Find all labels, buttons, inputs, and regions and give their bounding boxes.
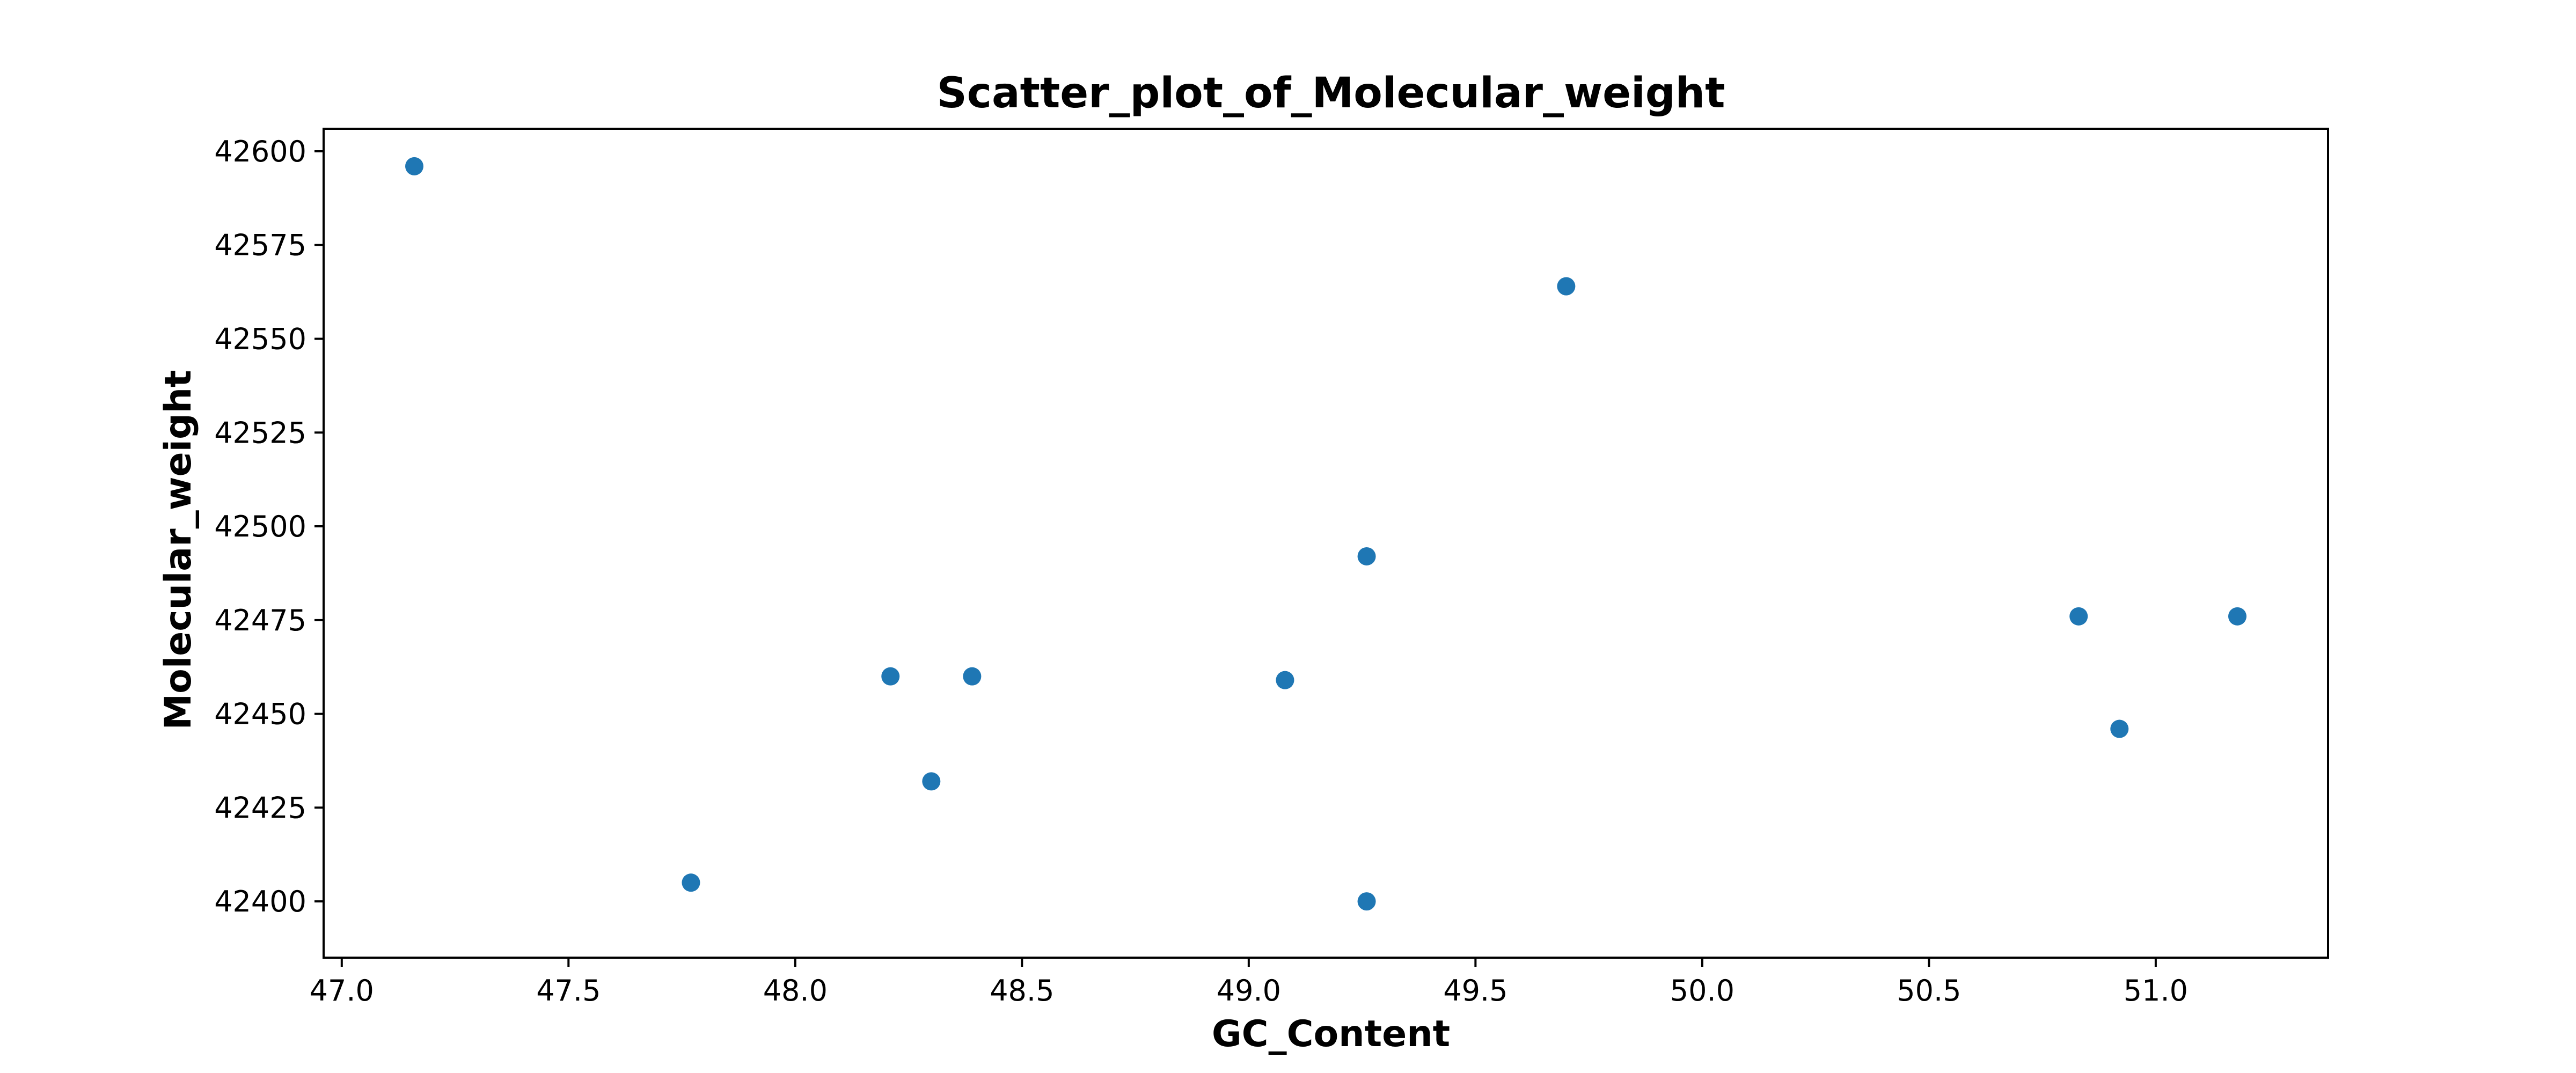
y-axis: 42400 42425 42450 42475 42500 42525 42550 42575… xyxy=(214,135,324,918)
x-tick-label: 47.0 xyxy=(310,974,374,1008)
data-point xyxy=(1557,277,1576,296)
x-tick-label: 47.5 xyxy=(536,974,601,1008)
y-axis-label: Molecular_weight xyxy=(157,370,200,730)
data-points xyxy=(405,157,2246,911)
y-tick-label: 42550 xyxy=(214,322,306,356)
chart-title: Scatter_plot_of_Molecular_weight xyxy=(937,69,1725,117)
y-tick-label: 42500 xyxy=(214,510,306,543)
data-point xyxy=(682,873,700,892)
x-tick-label: 51.0 xyxy=(2124,974,2188,1008)
data-point xyxy=(963,667,982,686)
data-point xyxy=(881,667,900,686)
x-tick-label: 49.0 xyxy=(1217,974,1281,1008)
y-tick-label: 42525 xyxy=(214,416,306,450)
x-tick-label: 50.5 xyxy=(1897,974,1961,1008)
data-point xyxy=(922,772,941,791)
axes-frame xyxy=(323,128,2329,959)
data-point xyxy=(405,157,424,175)
x-tick-label: 48.0 xyxy=(763,974,828,1008)
data-point xyxy=(2228,607,2246,626)
y-tick-label: 42425 xyxy=(214,791,306,825)
x-axis-label: GC_Content xyxy=(1212,1013,1450,1055)
y-tick-label: 42475 xyxy=(214,604,306,637)
x-tick-label: 49.5 xyxy=(1443,974,1507,1008)
y-tick-label: 42575 xyxy=(214,229,306,262)
x-tick-label: 48.5 xyxy=(990,974,1054,1008)
data-point xyxy=(2110,719,2129,738)
y-tick-label: 42400 xyxy=(214,885,306,918)
y-tick-label: 42450 xyxy=(214,697,306,731)
plot-area xyxy=(323,128,2329,959)
data-point xyxy=(1276,671,1294,689)
x-tick-label: 50.0 xyxy=(1670,974,1735,1008)
data-point xyxy=(1357,892,1376,911)
y-tick-label: 42600 xyxy=(214,135,306,168)
x-axis: 47.0 47.5 48.0 48.5 49.0 49.5 50.0 50.5 51.0 xyxy=(310,958,2188,1008)
data-point xyxy=(2069,607,2088,626)
data-point xyxy=(1357,547,1376,565)
